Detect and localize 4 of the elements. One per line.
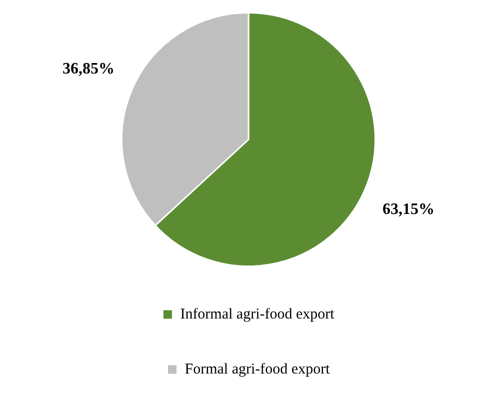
- legend-label: Formal agri-food export: [184, 361, 331, 378]
- legend-label: Informal agri-food export: [180, 306, 336, 322]
- data-label: 36,85%: [62, 60, 114, 78]
- data-label: 63,15%: [382, 200, 435, 218]
